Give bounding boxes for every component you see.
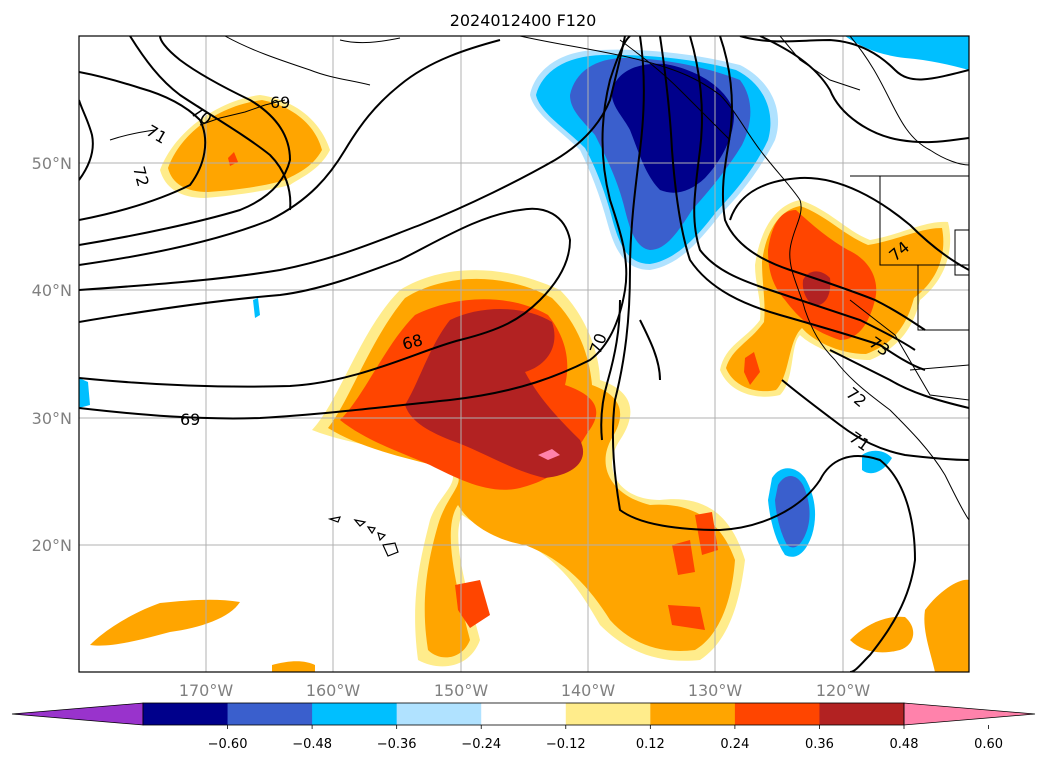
colorbar-tick-label: 0.48 bbox=[890, 737, 919, 752]
colorbar-tick-label: −0.36 bbox=[377, 737, 417, 752]
contour-label: 72 bbox=[129, 164, 153, 189]
anomaly-region-south-c bbox=[924, 579, 969, 672]
colorbar: −0.60 −0.48 −0.36 −0.24 −0.12 0.12 0.24 0.36 0.4… bbox=[11, 702, 1036, 752]
colorbar-segment bbox=[143, 703, 229, 725]
lon-label: 150°W bbox=[434, 681, 489, 700]
anomaly-region-tiny bbox=[253, 298, 260, 318]
colorbar-outline bbox=[142, 702, 905, 726]
anomaly-region-gulf-alaska-navy bbox=[611, 63, 735, 193]
anomaly-region-south-b bbox=[850, 616, 914, 653]
colorbar-segment bbox=[481, 703, 567, 725]
negative-anomaly-fills bbox=[79, 36, 969, 557]
colorbar-extend-min bbox=[11, 702, 144, 726]
lon-label: 170°W bbox=[179, 681, 234, 700]
contour-line-70-mid bbox=[79, 36, 626, 291]
lon-label: 130°W bbox=[688, 681, 743, 700]
colorbar-segment bbox=[819, 703, 905, 725]
contour-line-71-south bbox=[639, 319, 661, 381]
colorbar-segment bbox=[734, 703, 820, 725]
contour-line-north-c bbox=[79, 71, 207, 221]
contour-line-north-d bbox=[129, 36, 292, 211]
colorbar-tick-label: 0.24 bbox=[720, 737, 749, 752]
anomaly-region-south-a bbox=[90, 599, 240, 646]
contour-line-73-south bbox=[829, 349, 969, 409]
contour-line-east-b bbox=[759, 36, 969, 144]
hawaii-islands bbox=[327, 516, 399, 557]
anomaly-region-south-f bbox=[672, 540, 695, 575]
contour-line-gulf-b bbox=[659, 36, 926, 371]
contour-line-70-center bbox=[600, 299, 621, 441]
map-area: 70 71 72 69 68 69 70 74 73 72 71 bbox=[79, 36, 969, 672]
colorbar-tick-label: 0.12 bbox=[636, 737, 665, 752]
anomaly-region-westcoast-red-small bbox=[744, 352, 760, 385]
colorbar-segment bbox=[396, 703, 482, 725]
contour-line-gulf-d bbox=[719, 36, 926, 331]
anomaly-region-nw-corner bbox=[845, 36, 969, 70]
anomaly-region-south-g bbox=[695, 512, 718, 555]
colorbar-tick-label: −0.48 bbox=[292, 737, 332, 752]
contour-line-east-a bbox=[739, 36, 969, 81]
contour-line-east-c bbox=[729, 176, 969, 271]
colorbar-segment bbox=[227, 703, 313, 725]
anomaly-region-south-e bbox=[455, 580, 490, 628]
lon-label: 160°W bbox=[306, 681, 361, 700]
map-frame bbox=[78, 35, 970, 673]
contour-line-north-a bbox=[79, 39, 501, 266]
contour-line-gulf-c bbox=[689, 36, 916, 351]
colorbar-tick-label: −0.60 bbox=[208, 737, 248, 752]
colorbar-segment bbox=[650, 703, 736, 725]
contour-line-72-south bbox=[781, 379, 969, 461]
colorbar-tick-label: 0.36 bbox=[805, 737, 834, 752]
contour-line-68 bbox=[79, 207, 572, 388]
geopotential-contours bbox=[79, 36, 969, 672]
contour-line-69-south bbox=[79, 36, 631, 420]
colorbar-segment bbox=[312, 703, 398, 725]
lon-label: 140°W bbox=[561, 681, 616, 700]
colorbar-tick-label: −0.12 bbox=[546, 737, 586, 752]
colorbar-tick-label: −0.24 bbox=[461, 737, 501, 752]
lon-label: 120°W bbox=[816, 681, 871, 700]
map-title: 2024012400 F120 bbox=[450, 11, 597, 30]
lat-label: 20°N bbox=[32, 536, 72, 555]
anomaly-region-left-edge bbox=[79, 378, 90, 408]
lat-label: 40°N bbox=[32, 281, 72, 300]
contour-line-gulf-a bbox=[611, 36, 917, 672]
lat-label: 50°N bbox=[32, 154, 72, 173]
lat-label: 30°N bbox=[32, 409, 72, 428]
anomaly-region-pink bbox=[538, 449, 560, 460]
colorbar-tick-label: 0.60 bbox=[974, 737, 1003, 752]
colorbar-extend-max bbox=[903, 702, 1036, 726]
contour-label: 69 bbox=[180, 410, 200, 429]
contour-label: 68 bbox=[400, 330, 425, 354]
anomaly-region-westcoast-darkred bbox=[802, 271, 831, 306]
longitude-labels: 170°W 160°W 150°W 140°W 130°W 120°W bbox=[179, 681, 871, 700]
contour-label: 69 bbox=[270, 93, 290, 112]
anomaly-region-south-h bbox=[668, 605, 705, 630]
anomaly-region-offshore-blue bbox=[775, 476, 810, 548]
contour-line-north-b bbox=[79, 36, 292, 246]
latitude-labels: 50°N 40°N 30°N 20°N bbox=[32, 154, 72, 555]
colorbar-segment bbox=[565, 703, 651, 725]
contour-line-north-e bbox=[79, 99, 94, 181]
anomaly-region-south-d bbox=[272, 661, 315, 672]
